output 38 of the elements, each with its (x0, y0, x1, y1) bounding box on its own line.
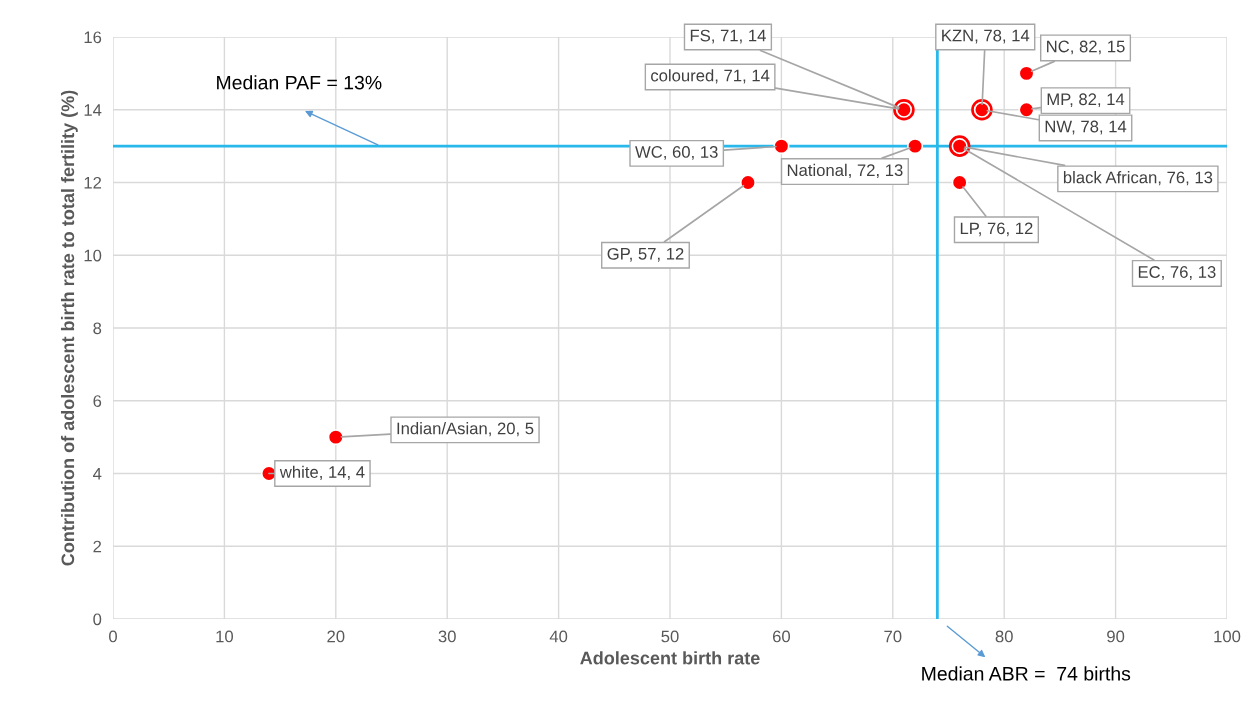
x-axis-title: Adolescent birth rate (580, 651, 760, 665)
text: MP, 82, 14 (1047, 93, 1125, 108)
text: coloured, 71, 14 (651, 69, 770, 84)
text: FS, 71, 14 (690, 29, 766, 44)
y-tick-label: 4 (93, 468, 102, 480)
text: National, 72, 13 (787, 163, 903, 179)
text: NC, 82, 15 (1047, 40, 1125, 55)
y-tick-label: 8 (93, 322, 102, 335)
x-tick-label: 30 (438, 630, 456, 643)
y-axis-title: Contribution of adolescent birth rate to total fertility (%) (60, 90, 78, 566)
x-tick-label: 60 (772, 630, 791, 643)
text: LP, 76, 12 (960, 222, 1033, 237)
text: KZN, 78, 14 (942, 29, 1030, 44)
y-tick-label: 14 (84, 104, 102, 116)
text: white, 14, 4 (279, 465, 365, 480)
x-tick-label: 40 (549, 630, 568, 643)
text: NW, 78, 14 (1045, 120, 1127, 135)
y-tick-label: 10 (84, 249, 102, 262)
x-tick-label: 100 (1214, 630, 1241, 643)
y-tick-label: 16 (84, 31, 102, 44)
x-tick-label: 80 (995, 630, 1013, 643)
x-tick-label: 70 (884, 630, 902, 643)
text: black African, 76, 13 (1063, 171, 1213, 186)
y-tick-label: 0 (93, 613, 102, 626)
x-tick-label: 10 (216, 630, 234, 643)
y-tick-label: 12 (84, 176, 102, 189)
annotation: Median PAF = 13% (217, 75, 382, 90)
text: GP, 57, 12 (607, 247, 684, 262)
x-tick-label: 90 (1107, 630, 1125, 643)
y-tick-label: 2 (93, 540, 102, 553)
text: WC, 60, 13 (635, 146, 718, 160)
text: Indian/Asian, 20, 5 (397, 422, 534, 437)
x-tick-label: 0 (109, 630, 117, 643)
x-tick-label: 20 (327, 630, 345, 643)
text: EC, 76, 13 (1138, 266, 1216, 280)
text: Median ABR = 74 births (922, 666, 1131, 681)
y-tick-label: 6 (93, 395, 102, 407)
x-tick-label: 50 (661, 630, 679, 643)
